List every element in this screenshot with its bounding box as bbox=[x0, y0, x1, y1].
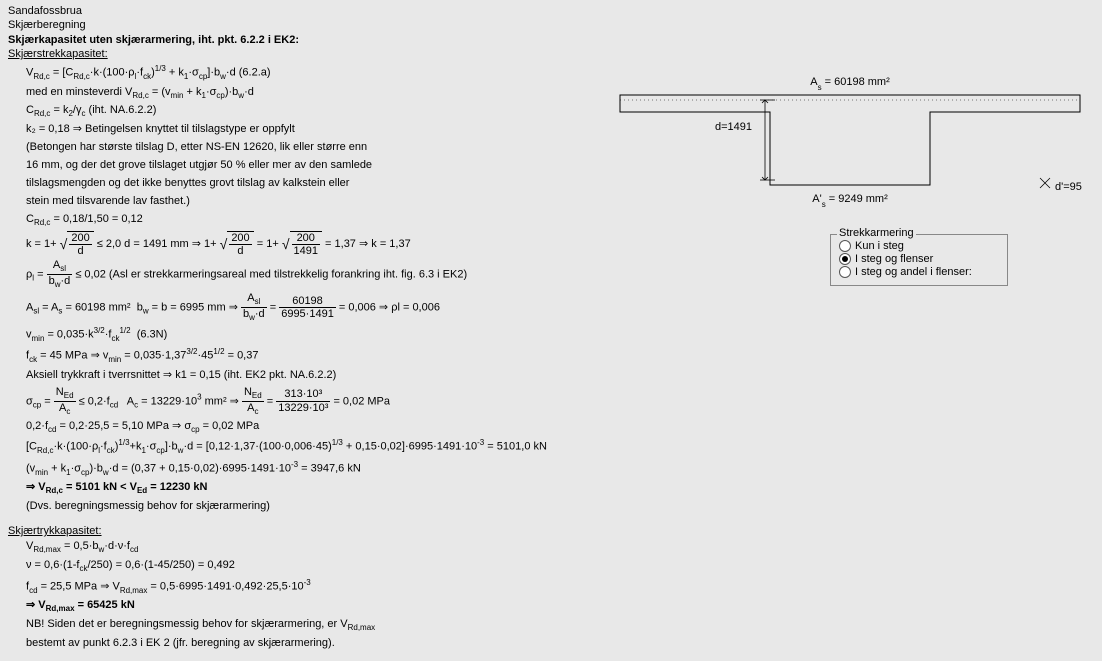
result-1: ⇒ VRd,c = 5101 kN < VEd = 12230 kN bbox=[26, 480, 1094, 497]
fcd-calc: fcd = 25,5 MPa ⇒ VRd,max = 0,5·6995·1491… bbox=[26, 577, 1094, 596]
sigma-calc: σcp = NEdAc ≤ 0,2·fcd Ac = 13229·103 mm²… bbox=[26, 386, 1094, 417]
fck-line: fck = 45 MPa ⇒ vmin = 0,035·1,373/2·451/… bbox=[26, 346, 1094, 365]
cross-section-diagram: As = 60198 mm² A's = 9249 mm² d=1491 d'=… bbox=[570, 70, 1090, 210]
asl-calc: Asl = As = 60198 mm² bw = b = 6995 mm ⇒ … bbox=[26, 292, 1094, 323]
result-2: ⇒ VRd,max = 65425 kN bbox=[26, 598, 1094, 615]
cross-section-panel: As = 60198 mm² A's = 9249 mm² d=1491 d'=… bbox=[570, 70, 1090, 286]
asp-label: A's = 9249 mm² bbox=[812, 193, 888, 209]
radio-label-3: I steg og andel i flenser: bbox=[855, 266, 972, 278]
radio-option-1[interactable]: Kun i steg bbox=[839, 240, 999, 252]
radio-icon bbox=[839, 253, 851, 265]
radio-option-2[interactable]: I steg og flenser bbox=[839, 253, 999, 265]
subsection-1: Skjærstrekkapasitet: bbox=[8, 47, 1094, 61]
calc-block-2: VRd,max = 0,5·bw·d·ν·fcd ν = 0,6·(1-fck/… bbox=[26, 539, 1094, 652]
as-label: As = 60198 mm² bbox=[810, 76, 890, 92]
radio-label-2: I steg og flenser bbox=[855, 253, 933, 265]
header: Sandafossbrua Skjærberegning Skjærkapasi… bbox=[8, 4, 1094, 61]
nb-1: NB! Siden det er beregningsmessig behov … bbox=[26, 617, 1094, 634]
nu-calc: ν = 0,6·(1-fck/250) = 0,6·(1-45/250) = 0… bbox=[26, 558, 1094, 575]
radio-label-1: Kun i steg bbox=[855, 240, 904, 252]
note-result-1: (Dvs. beregningsmessig behov for skjærar… bbox=[26, 499, 1094, 515]
d-label: d=1491 bbox=[715, 121, 752, 133]
radio-icon bbox=[839, 266, 851, 278]
sigma-2: 0,2·fcd = 0,2·25,5 = 5,10 MPa ⇒ σcp = 0,… bbox=[26, 419, 1094, 436]
bracket-1: [CRd,c·k·(100·ρl·fck)1/3+k1·σcp]·bw·d = … bbox=[26, 437, 1094, 456]
nb-2: bestemt av punkt 6.2.3 i EK 2 (jfr. bere… bbox=[26, 636, 1094, 652]
dp-label: d'=95 bbox=[1055, 181, 1082, 193]
radio-option-3[interactable]: I steg og andel i flenser: bbox=[839, 266, 999, 278]
vrdmax-formula: VRd,max = 0,5·bw·d·ν·fcd bbox=[26, 539, 1094, 556]
reinforcement-groupbox: Strekkarmering Kun i steg I steg og flen… bbox=[830, 234, 1008, 286]
group-legend: Strekkarmering bbox=[837, 227, 916, 239]
vmin-formula: vmin = 0,035·k3/2·fck1/2 (6.3N) bbox=[26, 325, 1094, 344]
subsection-2: Skjærtrykkapasitet: bbox=[8, 525, 1094, 537]
radio-icon bbox=[839, 240, 851, 252]
bracket-2: (vmin + k1·σcp)·bw·d = (0,37 + 0,15·0,02… bbox=[26, 459, 1094, 478]
section-title: Skjærkapasitet uten skjærarmering, iht. … bbox=[8, 33, 1094, 47]
calc-type: Skjærberegning bbox=[8, 18, 1094, 32]
aksiell: Aksiell trykkraft i tverrsnittet ⇒ k1 = … bbox=[26, 368, 1094, 384]
project-name: Sandafossbrua bbox=[8, 4, 1094, 18]
